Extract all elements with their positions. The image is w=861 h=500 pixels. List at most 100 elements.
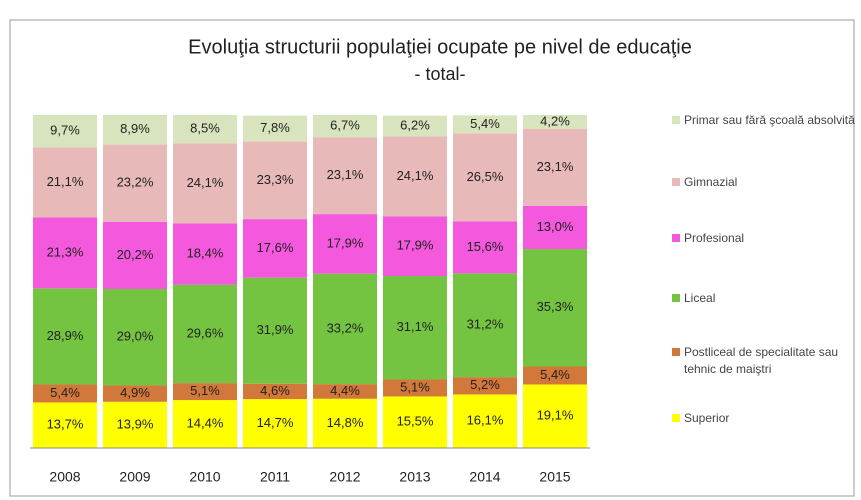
legend-item: Gimnazial — [672, 174, 859, 191]
data-label: 16,1% — [467, 413, 504, 428]
bar-segment — [173, 223, 237, 285]
legend-label: Primar sau fără şcoală absolvită — [684, 113, 855, 127]
bar-segment — [243, 115, 307, 142]
x-tick-label: 2013 — [399, 469, 430, 485]
data-label: 23,2% — [117, 175, 154, 190]
data-label: 21,1% — [47, 174, 84, 189]
data-label: 23,3% — [257, 172, 294, 187]
legend-swatch — [672, 348, 680, 356]
data-label: 33,2% — [327, 320, 364, 335]
bar-segment — [33, 288, 97, 385]
x-tick-label: 2011 — [260, 469, 290, 485]
data-label: 29,6% — [187, 325, 224, 340]
x-tick-label: 2015 — [539, 469, 570, 485]
legend-item: Superior — [672, 410, 859, 427]
bar-segment — [33, 217, 97, 289]
data-label: 5,1% — [400, 379, 430, 394]
bar-segment — [453, 273, 517, 378]
data-label: 4,6% — [260, 383, 290, 398]
x-tick-label: 2009 — [119, 469, 150, 485]
bar-segment — [173, 383, 237, 401]
data-label: 15,6% — [467, 239, 504, 254]
data-label: 31,2% — [467, 317, 504, 332]
chart-subtitle: - total- — [414, 64, 465, 84]
bar-segment — [173, 143, 237, 224]
bar-segment — [243, 141, 307, 220]
bar-segment — [453, 394, 517, 448]
bar-segment — [453, 377, 517, 395]
bar-segment — [523, 249, 587, 367]
data-label: 5,4% — [470, 116, 500, 131]
bar-segment — [523, 128, 587, 206]
data-label: 20,2% — [117, 247, 154, 262]
data-label: 13,7% — [47, 417, 84, 432]
bar-segment — [243, 383, 307, 400]
bar-segment — [33, 147, 97, 218]
data-label: 17,6% — [257, 240, 294, 255]
bar-segment — [313, 115, 377, 138]
data-label: 31,1% — [397, 319, 434, 334]
bar-segment — [383, 379, 447, 397]
bar-segment — [523, 115, 587, 129]
legend-item: Profesional — [672, 230, 859, 247]
data-label: 35,3% — [537, 299, 574, 314]
bar-segment — [523, 384, 587, 448]
x-tick-label: 2008 — [49, 469, 80, 485]
legend-label: Liceal — [684, 291, 716, 305]
data-label: 15,5% — [397, 414, 434, 429]
bar-segment — [453, 221, 517, 274]
data-label: 14,8% — [327, 415, 364, 430]
data-label: 23,1% — [327, 167, 364, 182]
bar-segment — [383, 136, 447, 217]
data-label: 4,2% — [540, 113, 570, 128]
bar-segment — [243, 219, 307, 278]
data-label: 28,9% — [47, 328, 84, 343]
bar-segment — [243, 399, 307, 448]
legend-item: Primar sau fără şcoală absolvită — [672, 112, 859, 129]
data-label: 13,9% — [117, 416, 154, 431]
bar-segment — [173, 284, 237, 384]
bar-segment — [313, 137, 377, 215]
x-tick-label: 2010 — [189, 469, 220, 485]
data-label: 18,4% — [187, 245, 224, 260]
legend-swatch — [672, 178, 680, 186]
data-label: 8,5% — [190, 121, 220, 136]
legend-swatch — [672, 294, 680, 302]
data-label: 7,8% — [260, 120, 290, 135]
bar-segment — [103, 144, 167, 222]
bar-segment — [453, 133, 517, 222]
bar-segment — [383, 216, 447, 277]
data-label: 26,5% — [467, 169, 504, 184]
legend-swatch — [672, 414, 680, 422]
data-label: 13,0% — [537, 219, 574, 234]
bar-segment — [243, 277, 307, 384]
bar-segment — [103, 401, 167, 448]
bar-segment — [173, 115, 237, 144]
bar-segment — [523, 205, 587, 250]
bar-segment — [173, 400, 237, 448]
bar-segment — [103, 385, 167, 402]
data-label: 23,1% — [537, 159, 574, 174]
data-label: 4,4% — [330, 383, 360, 398]
data-label: 14,7% — [257, 415, 294, 430]
bar-segment — [103, 115, 167, 145]
legend-swatch — [672, 234, 680, 242]
bar-segment — [383, 276, 447, 380]
legend-label: Superior — [684, 411, 730, 425]
data-label: 19,1% — [537, 408, 574, 423]
data-label: 8,9% — [120, 121, 150, 136]
data-label: 31,9% — [257, 322, 294, 337]
bar-segment — [523, 366, 587, 385]
bar-segment — [313, 214, 377, 274]
data-label: 6,7% — [330, 118, 360, 133]
bar-segment — [313, 398, 377, 448]
bar-segment — [33, 115, 97, 148]
data-label: 5,1% — [190, 383, 220, 398]
data-label: 6,2% — [400, 117, 430, 132]
data-label: 5,4% — [540, 367, 570, 382]
legend-swatch — [672, 116, 680, 124]
data-label: 9,7% — [50, 123, 80, 138]
bar-segment — [103, 221, 167, 289]
